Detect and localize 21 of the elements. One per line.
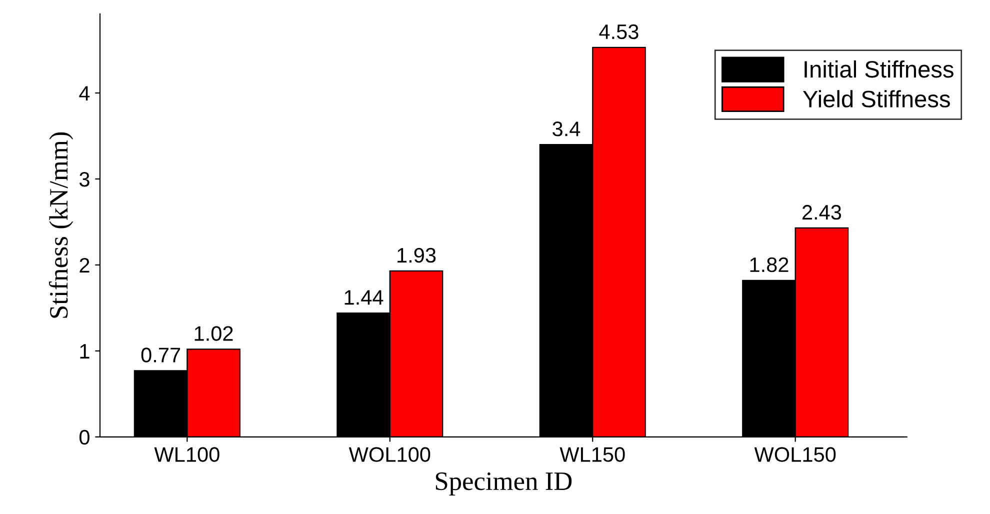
data-label: 0.77 (141, 348, 180, 362)
legend-label: Yield Stiffness (802, 90, 950, 108)
data-label: 1.82 (750, 257, 788, 272)
y-tick-label: 1 (80, 344, 90, 358)
data-label: 3.4 (552, 122, 580, 136)
y-tick-label: 3 (79, 172, 90, 187)
x-tick-label: WL150 (560, 447, 625, 462)
data-label: 2.43 (802, 204, 842, 220)
y-axis-title: Stifness (kN/mm) (48, 132, 74, 318)
y-tick-label: 2 (80, 258, 90, 272)
data-label: 1.93 (398, 248, 436, 263)
x-axis-title: Specimen ID (436, 472, 572, 496)
x-tick-label: WOL150 (754, 447, 836, 462)
x-tick-label: WL100 (154, 447, 220, 462)
y-tick-label: 0 (79, 430, 90, 445)
data-label: 4.53 (599, 24, 638, 40)
x-tick-label: WOL100 (348, 447, 430, 462)
data-label: 1.02 (194, 326, 233, 341)
data-label: 1.44 (344, 290, 384, 305)
y-tick-label: 4 (79, 86, 90, 101)
legend-label: Initial Stiffness (804, 60, 954, 78)
